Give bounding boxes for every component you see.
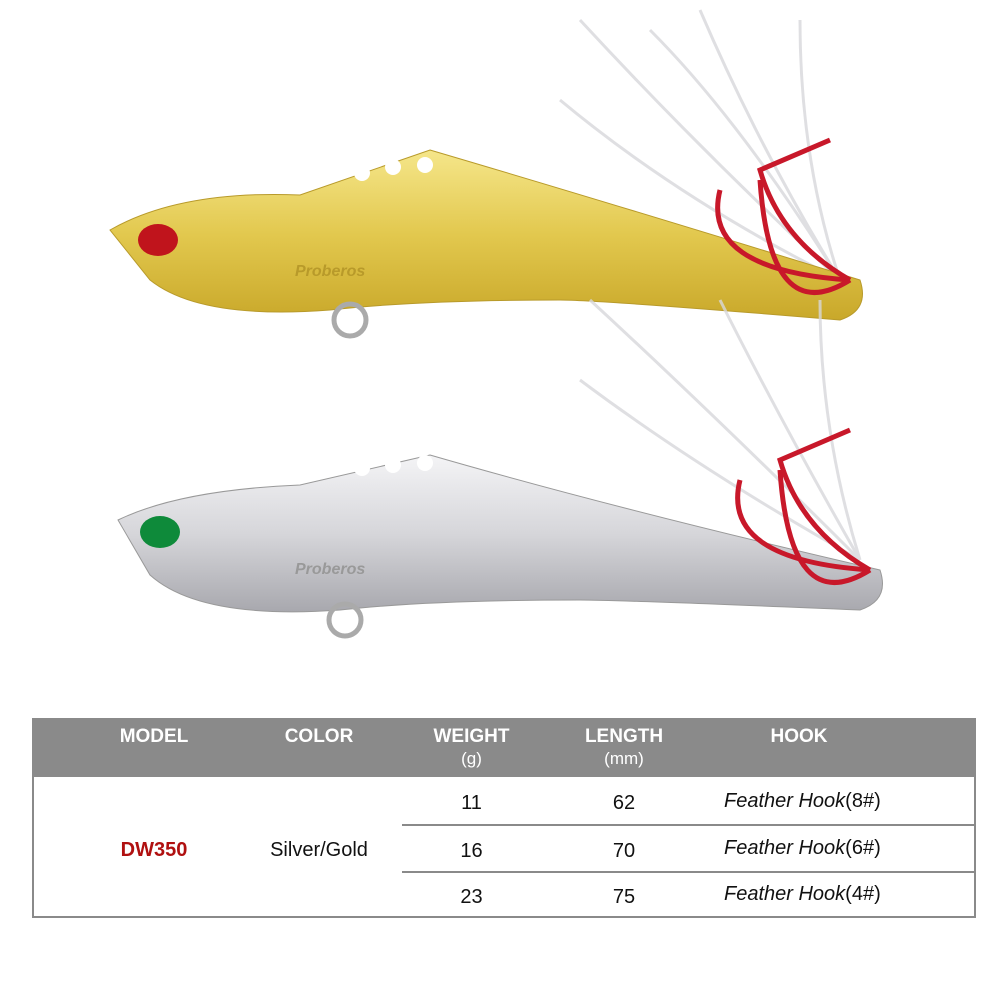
length-cell: 75 xyxy=(612,886,636,908)
hook-cell: Feather Hook(6#) xyxy=(724,837,881,859)
header-hook: HOOK xyxy=(770,726,828,747)
hook-cell: Feather Hook(8#) xyxy=(724,790,881,812)
row-divider xyxy=(402,871,974,873)
weight-cell: 16 xyxy=(460,840,483,862)
spec-table: MODEL COLOR WEIGHT (g) LENGTH (mm) HOOK DW… xyxy=(32,718,976,918)
feather-icon xyxy=(559,9,842,282)
model-value: DW350 xyxy=(120,839,188,861)
length-cell: 62 xyxy=(612,792,636,814)
lure-images: Proberos Proberos xyxy=(109,9,883,639)
logo: Proberos xyxy=(295,561,365,578)
length-cell: 70 xyxy=(612,840,636,862)
feather-icon xyxy=(579,298,862,562)
hook-cell: Feather Hook(4#) xyxy=(724,883,881,905)
header-weight: WEIGHT (g) xyxy=(433,726,510,768)
treble-hook-icon xyxy=(715,137,852,295)
header-model: MODEL xyxy=(119,726,189,747)
treble-hook-icon xyxy=(735,427,872,585)
ring-icon xyxy=(331,301,369,339)
header-color: COLOR xyxy=(284,726,354,747)
table-header: MODEL COLOR WEIGHT (g) LENGTH (mm) HOOK xyxy=(34,718,974,777)
eye-icon xyxy=(140,516,180,548)
weight-cell: 23 xyxy=(460,886,483,908)
weight-cell: 11 xyxy=(461,792,482,814)
header-length: LENGTH (mm) xyxy=(584,726,664,768)
logo: Proberos xyxy=(295,263,365,280)
gold-lure: Proberos xyxy=(109,9,863,339)
eye-icon xyxy=(138,224,178,256)
row-divider xyxy=(402,824,974,826)
ring-icon xyxy=(326,601,364,639)
silver-lure: Proberos xyxy=(117,298,883,639)
color-value: Silver/Gold xyxy=(270,839,368,861)
